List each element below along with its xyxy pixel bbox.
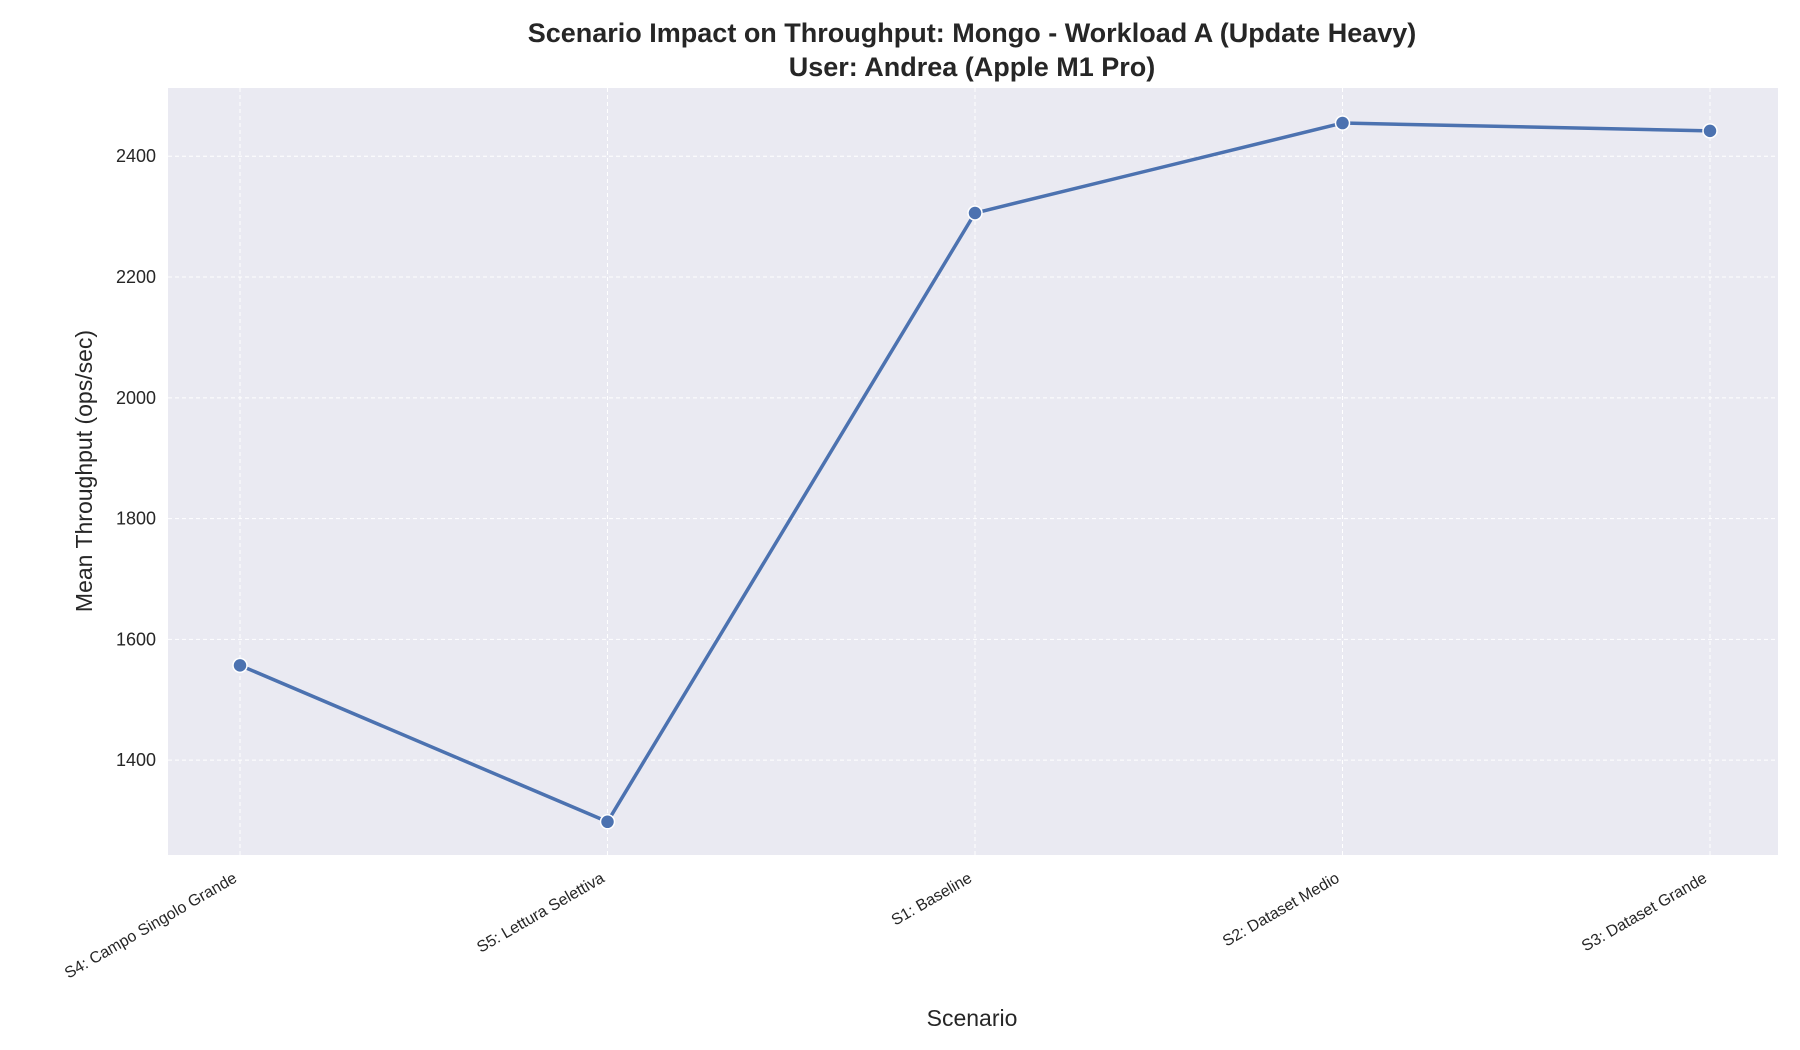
y-tick-label: 1400	[116, 750, 156, 770]
chart-title-line1: Scenario Impact on Throughput: Mongo - W…	[528, 18, 1417, 48]
y-tick-label: 1800	[116, 509, 156, 529]
y-tick-labels: 1400 1600 1800 2000 2200 2400	[116, 146, 156, 770]
data-points	[232, 115, 1718, 830]
y-tick-label: 1600	[116, 629, 156, 649]
x-tick-label: S1: Baseline	[889, 870, 975, 930]
y-tick-label: 2000	[116, 388, 156, 408]
data-point	[1702, 123, 1718, 139]
x-tick-label: S2: Dataset Medio	[1220, 870, 1343, 951]
y-axis-label: Mean Throughput (ops/sec)	[71, 330, 97, 612]
x-axis-label: Scenario	[927, 1005, 1018, 1031]
x-tick-label: S3: Dataset Grande	[1579, 870, 1710, 955]
x-tick-label: S4: Campo Singolo Grande	[62, 870, 240, 983]
y-tick-label: 2400	[116, 146, 156, 166]
x-tick-label: S5: Lettura Selettiva	[474, 870, 607, 957]
data-point	[1334, 115, 1351, 131]
data-point	[599, 814, 616, 830]
plot-area	[168, 88, 1778, 855]
y-tick-label: 2200	[116, 267, 156, 287]
x-tick-labels: S4: Campo Singolo Grande S5: Lettura Sele…	[62, 870, 1710, 983]
data-point	[967, 205, 983, 221]
chart-title-line2: User: Andrea (Apple M1 Pro)	[789, 52, 1156, 82]
data-point	[232, 657, 248, 674]
